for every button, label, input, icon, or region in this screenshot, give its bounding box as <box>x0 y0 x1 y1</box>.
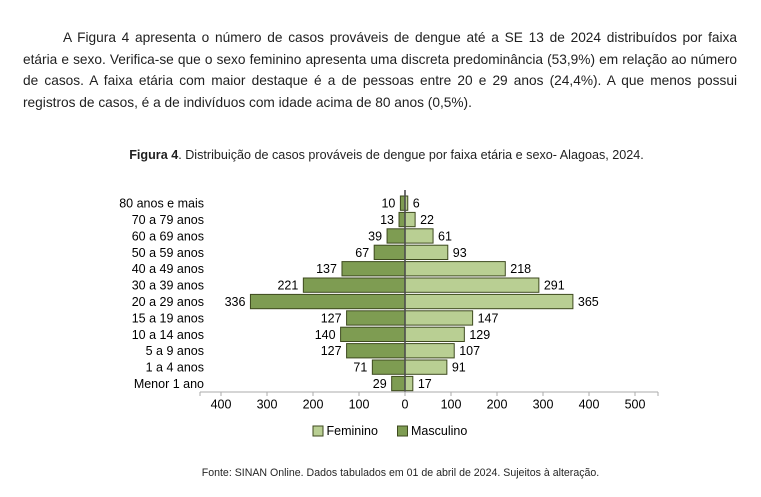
pyramid-chart: 10 6 80 anos e mais 13 22 70 a 79 anos 39 61 60 … <box>0 182 761 454</box>
bar-feminino-6 <box>404 293 574 310</box>
value-label-feminino-3: 93 <box>453 246 467 260</box>
x-tick-label-9: 500 <box>625 398 646 412</box>
x-tick-label-2: 200 <box>303 398 324 412</box>
value-label-feminino-2: 61 <box>438 229 452 243</box>
category-label-7: 15 a 19 anos <box>132 311 204 325</box>
category-label-3: 50 a 59 anos <box>132 246 204 260</box>
category-label-11: Menor 1 ano <box>134 377 204 391</box>
value-label-masculino-6: 336 <box>225 295 246 309</box>
bar-feminino-9 <box>404 343 455 359</box>
value-label-feminino-1: 22 <box>420 213 434 227</box>
bar-masculino-6 <box>249 293 406 310</box>
category-label-1: 70 a 79 anos <box>132 213 204 227</box>
value-label-feminino-0: 6 <box>413 197 420 211</box>
bar-feminino-3 <box>404 244 449 261</box>
value-label-masculino-1: 13 <box>380 213 394 227</box>
x-tick-label-5: 100 <box>441 398 462 412</box>
value-label-feminino-7: 147 <box>478 311 499 325</box>
bar-masculino-1 <box>398 211 406 228</box>
legend-swatch-feminino <box>312 425 324 437</box>
pyramid-chart-svg: 10 6 80 anos e mais 13 22 70 a 79 anos 39 61 60 … <box>119 190 659 438</box>
bar-masculino-7 <box>346 310 406 326</box>
category-label-9: 5 a 9 anos <box>146 344 204 358</box>
category-label-8: 10 a 14 anos <box>132 328 204 342</box>
bar-feminino-10 <box>404 359 448 375</box>
x-tick-label-1: 300 <box>257 398 278 412</box>
bar-masculino-5 <box>302 277 406 293</box>
value-label-feminino-5: 291 <box>544 279 565 293</box>
x-tick-label-7: 300 <box>533 398 554 412</box>
bar-feminino-11 <box>404 375 414 392</box>
x-tick-label-6: 200 <box>487 398 508 412</box>
source-note: Fonte: SINAN Online. Dados tabulados em … <box>201 467 600 479</box>
value-label-masculino-4: 137 <box>316 262 337 276</box>
x-tick-label-8: 400 <box>579 398 600 412</box>
bar-feminino-2 <box>404 228 434 244</box>
bar-masculino-4 <box>341 261 406 277</box>
category-label-10: 1 a 4 anos <box>146 361 204 375</box>
value-label-feminino-9: 107 <box>459 344 480 358</box>
x-tick-label-0: 400 <box>211 398 232 412</box>
legend-label-feminino: Feminino <box>327 424 378 438</box>
category-label-6: 20 a 29 anos <box>132 295 204 309</box>
value-label-feminino-4: 218 <box>510 262 531 276</box>
bar-feminino-7 <box>404 310 474 326</box>
intro-paragraph: A Figura 4 apresenta o número de casos p… <box>23 30 737 111</box>
value-label-feminino-8: 129 <box>469 328 490 342</box>
value-label-masculino-2: 39 <box>368 229 382 243</box>
value-label-feminino-6: 365 <box>578 295 599 309</box>
value-label-masculino-9: 127 <box>321 344 342 358</box>
legend-label-masculino: Masculino <box>411 424 467 438</box>
figure-caption-text: . Distribuição de casos prováveis de den… <box>178 148 644 162</box>
value-label-masculino-0: 10 <box>381 197 395 211</box>
category-label-2: 60 a 69 anos <box>132 229 204 243</box>
bar-feminino-5 <box>404 277 540 293</box>
value-label-masculino-3: 67 <box>355 246 369 260</box>
category-label-4: 40 a 49 anos <box>132 262 204 276</box>
bar-masculino-9 <box>346 343 406 359</box>
value-label-masculino-5: 221 <box>277 279 298 293</box>
bar-masculino-10 <box>371 359 406 375</box>
bar-masculino-8 <box>340 326 406 342</box>
value-label-feminino-10: 91 <box>452 361 466 375</box>
figure-caption: Figura 4. Distribuição de casos provávei… <box>0 148 761 162</box>
bar-masculino-3 <box>373 244 406 261</box>
bar-masculino-2 <box>386 228 406 244</box>
x-tick-label-4: 0 <box>402 398 409 412</box>
category-label-0: 80 anos e mais <box>119 197 204 211</box>
bar-feminino-1 <box>404 211 416 228</box>
bar-feminino-4 <box>404 261 506 277</box>
value-label-masculino-8: 140 <box>315 328 336 342</box>
category-label-5: 30 a 39 anos <box>132 279 204 293</box>
value-label-masculino-7: 127 <box>321 311 342 325</box>
bar-feminino-8 <box>404 326 465 342</box>
x-tick-label-3: 100 <box>349 398 370 412</box>
legend-swatch-masculino <box>397 425 408 437</box>
value-label-masculino-10: 71 <box>353 361 367 375</box>
bar-masculino-11 <box>391 375 406 392</box>
value-label-feminino-11: 17 <box>418 377 432 391</box>
value-label-masculino-11: 29 <box>373 377 387 391</box>
figure-caption-label: Figura 4 <box>129 148 179 162</box>
